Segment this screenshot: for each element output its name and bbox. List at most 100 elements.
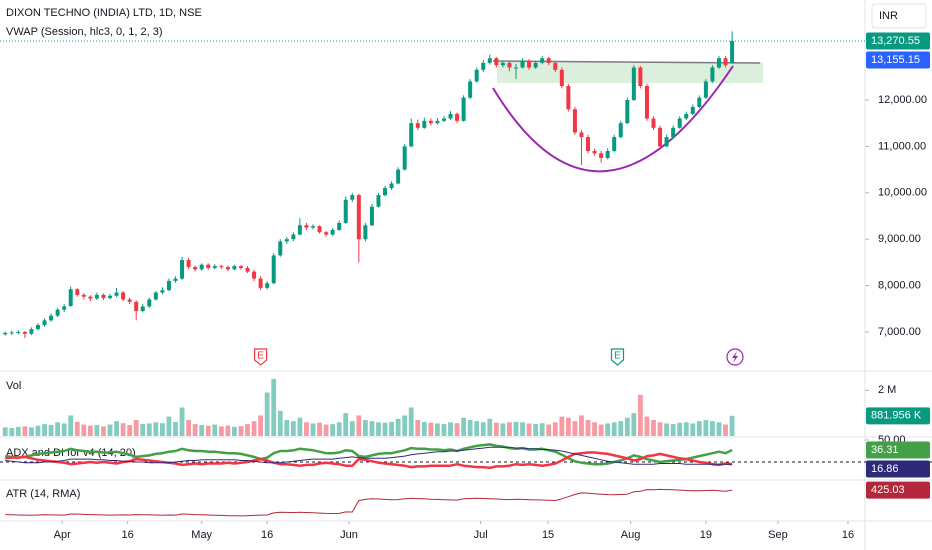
candle-body (546, 58, 551, 63)
candle-body (193, 267, 198, 270)
dividend-bolt (732, 351, 738, 363)
volume-bar (146, 423, 152, 436)
volume-bar (441, 424, 447, 436)
candle-body (42, 320, 47, 325)
candle-body (422, 120, 427, 128)
candle-body (631, 67, 636, 100)
volume-bar (677, 422, 683, 436)
candle-body (55, 309, 60, 316)
volume-bar (317, 422, 322, 436)
last-value-label: 425.03 (871, 484, 905, 496)
candle-body (62, 306, 67, 310)
last-value-label: 36.31 (871, 444, 899, 456)
volume-bar (657, 422, 663, 436)
volume-bar (565, 417, 571, 436)
candle-body (343, 199, 348, 223)
candle-body (160, 290, 165, 293)
volume-bar (15, 426, 21, 436)
last-value-label: 16.86 (871, 463, 899, 475)
x-tick-label: Jun (340, 529, 358, 541)
x-tick-label: Jul (474, 529, 488, 541)
candle-body (35, 324, 40, 330)
candle-body (258, 278, 263, 288)
candle-body (232, 266, 237, 270)
x-tick-label: Apr (54, 529, 71, 541)
volume-bar (343, 413, 349, 436)
candle-body (121, 292, 126, 300)
candle-body (186, 260, 191, 268)
earnings-icon (610, 348, 625, 366)
candle-body (468, 81, 473, 98)
volume-bar (487, 418, 493, 436)
last-value-box (866, 51, 930, 69)
candle-body (389, 183, 394, 189)
y-tick-label: 7,000.00 (878, 326, 921, 338)
last-value-box (866, 481, 930, 499)
volume-bar (428, 422, 434, 436)
volume-bar (572, 421, 578, 436)
x-tick-label: 16 (842, 529, 854, 541)
candle-body (369, 206, 374, 226)
volume-bar (618, 421, 624, 436)
candle-body (310, 226, 315, 228)
candle-body (664, 137, 669, 147)
volume-bar (526, 423, 532, 436)
volume-bar (369, 421, 375, 436)
volume-bar (127, 425, 133, 436)
volume-bar (402, 415, 408, 436)
candle-body (114, 292, 119, 296)
y-tick-label: 2 M (878, 384, 896, 396)
volume-bar (585, 420, 591, 436)
currency: INR (879, 10, 898, 22)
panel-title: ADX and DI for v4 (14, 20) (6, 447, 136, 459)
candle-body (127, 299, 132, 302)
candle-body (140, 306, 145, 312)
candle-body (455, 113, 460, 121)
trendline-drawing[interactable] (492, 60, 761, 64)
candle-body (507, 62, 512, 68)
volume-bar (42, 424, 47, 436)
candle-body (265, 283, 270, 288)
volume-bar (218, 426, 224, 436)
candle-body (703, 81, 708, 98)
candle-body (533, 62, 538, 68)
candle-body (396, 169, 401, 184)
volume-bar (159, 423, 165, 436)
candle-body (500, 62, 505, 66)
volume-bar (552, 422, 558, 436)
cup-drawing[interactable] (492, 65, 734, 173)
volume-bar (179, 407, 185, 436)
volume-bar (500, 423, 506, 436)
candle-body (291, 234, 296, 240)
candle-body (481, 62, 486, 70)
volume-bar (467, 420, 473, 436)
candle-body (677, 118, 682, 128)
candle-body (350, 195, 355, 200)
earnings-label: E (257, 351, 264, 362)
panel-subtitle: VWAP (Session, hlc3, 0, 1, 2, 3) (6, 26, 163, 38)
candle-body (101, 294, 106, 299)
volume-bar (74, 421, 80, 436)
y-tick-label: 12,000.00 (878, 94, 927, 106)
volume-bar (153, 422, 159, 436)
x-tick-label: 19 (700, 529, 712, 541)
earnings-label: E (614, 351, 621, 362)
volume-bar (703, 420, 709, 436)
volume-bar (22, 426, 28, 436)
volume-bar (415, 420, 421, 436)
volume-bar (133, 420, 139, 436)
candle-body (304, 225, 309, 228)
volume-bar (513, 421, 519, 436)
currency-box[interactable] (871, 3, 927, 29)
volume-bar (507, 422, 512, 436)
candle-body (586, 137, 591, 152)
candle-body (29, 329, 34, 334)
volume-bar (271, 378, 277, 436)
candle-body (710, 67, 715, 82)
volume-bar (186, 420, 191, 436)
candle-body (383, 188, 388, 196)
candle-body (572, 109, 577, 133)
volume-bar (664, 423, 669, 436)
dividend-marker[interactable] (726, 348, 744, 366)
volume-bar (461, 417, 467, 436)
